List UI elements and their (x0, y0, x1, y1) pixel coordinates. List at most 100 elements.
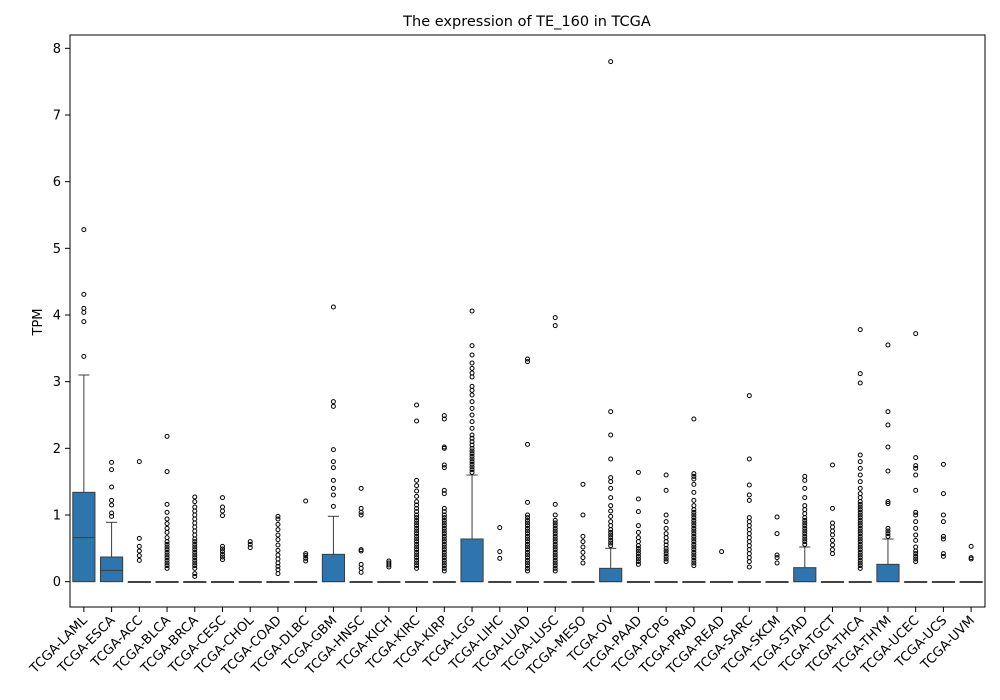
box-19 (599, 567, 623, 583)
outlier-9-5 (330, 459, 336, 465)
box-group-32 (959, 543, 983, 583)
outlier-1-6 (109, 459, 115, 465)
box-group-26 (793, 473, 817, 583)
box-group-27 (820, 462, 845, 583)
outlier-2-5 (136, 459, 142, 465)
outlier-4-13 (192, 536, 198, 542)
outlier-17-0 (552, 568, 558, 574)
outlier-3-0 (164, 565, 170, 571)
outlier-28-2 (857, 560, 863, 566)
outlier-26-1 (802, 539, 808, 545)
outlier-22-19 (691, 512, 697, 518)
outlier-28-21 (857, 509, 863, 515)
outlier-31-7 (940, 461, 946, 467)
box-14 (460, 538, 484, 583)
box-1 (100, 556, 124, 583)
outlier-18-0 (580, 560, 586, 566)
outlier-10-6 (358, 509, 364, 515)
outlier-3-9 (164, 541, 170, 547)
outlier-16-23 (525, 441, 530, 447)
outlier-9-3 (330, 477, 336, 483)
outlier-7-11 (275, 521, 281, 527)
outlier-16-6 (525, 552, 530, 558)
outlier-14-8 (469, 448, 475, 454)
outlier-4-22 (192, 499, 198, 505)
outlier-19-7 (608, 523, 614, 529)
outlier-14-26 (469, 352, 475, 358)
outlier-28-23 (857, 504, 863, 510)
outlier-13-10 (441, 541, 447, 547)
box-group-24 (737, 393, 761, 583)
outlier-16-11 (525, 539, 530, 545)
outlier-18-7 (580, 481, 586, 487)
outlier-20-10 (635, 529, 641, 535)
outlier-13-31 (441, 413, 447, 419)
outlier-9-9 (330, 304, 336, 310)
box-group-5 (210, 495, 235, 583)
outlier-17-7 (552, 549, 558, 555)
outlier-29-1 (885, 531, 891, 537)
outlier-13-8 (441, 547, 447, 553)
outlier-21-13 (663, 487, 669, 493)
outlier-16-4 (525, 557, 530, 563)
outlier-24-4 (746, 547, 752, 553)
outlier-17-16 (552, 525, 558, 531)
outlier-13-20 (441, 515, 447, 521)
outlier-4-15 (192, 528, 198, 534)
outlier-16-7 (525, 549, 530, 555)
outlier-3-3 (164, 557, 170, 563)
outlier-31-0 (940, 553, 946, 559)
outlier-1-0 (109, 513, 115, 519)
outlier-19-10 (608, 508, 614, 514)
outlier-24-10 (746, 523, 752, 529)
outlier-28-24 (857, 501, 863, 507)
outlier-13-12 (441, 536, 447, 542)
outlier-26-12 (802, 507, 808, 513)
outlier-3-15 (164, 516, 170, 522)
outlier-18-5 (580, 533, 586, 539)
outlier-13-1 (441, 565, 447, 571)
outlier-25-4 (774, 514, 780, 520)
y-axis-label: TPM (31, 309, 46, 337)
outlier-13-6 (441, 552, 447, 558)
outlier-21-14 (663, 472, 669, 478)
outlier-1-3 (109, 497, 115, 503)
outlier-1-5 (109, 467, 115, 473)
outlier-12-2 (414, 560, 420, 566)
outlier-16-25 (525, 356, 530, 362)
outlier-12-17 (414, 520, 420, 526)
outlier-4-17 (192, 520, 198, 526)
outlier-14-4 (469, 459, 475, 465)
outlier-15-0 (497, 555, 503, 561)
outlier-4-23 (192, 494, 198, 500)
outlier-9-0 (330, 503, 336, 509)
outlier-5-2 (220, 551, 225, 557)
outlier-17-21 (552, 501, 558, 507)
outlier-5-4 (220, 546, 225, 552)
outlier-14-12 (469, 435, 475, 441)
outlier-19-15 (608, 475, 614, 481)
outlier-16-13 (525, 533, 530, 539)
outlier-28-10 (857, 539, 863, 545)
outlier-12-13 (414, 531, 420, 537)
outlier-17-13 (552, 533, 558, 539)
outlier-10-7 (358, 505, 364, 511)
y-tick-label-1: 1 (53, 509, 61, 524)
box-group-23 (710, 549, 734, 583)
outlier-28-19 (857, 515, 863, 521)
outlier-30-17 (913, 331, 919, 337)
outlier-20-12 (635, 509, 641, 515)
box-group-17 (543, 315, 567, 583)
outlier-14-25 (469, 360, 475, 366)
outlier-28-33 (857, 452, 863, 458)
outlier-19-13 (608, 485, 614, 491)
box-group-13 (432, 413, 456, 583)
y-tick-label-4: 4 (53, 309, 61, 324)
outlier-31-1 (940, 551, 946, 557)
outlier-19-4 (608, 532, 614, 538)
outlier-16-24 (525, 359, 530, 365)
outlier-22-4 (691, 552, 697, 558)
box-group-25 (765, 514, 789, 583)
outlier-14-7 (469, 451, 475, 457)
outlier-18-2 (580, 549, 586, 555)
